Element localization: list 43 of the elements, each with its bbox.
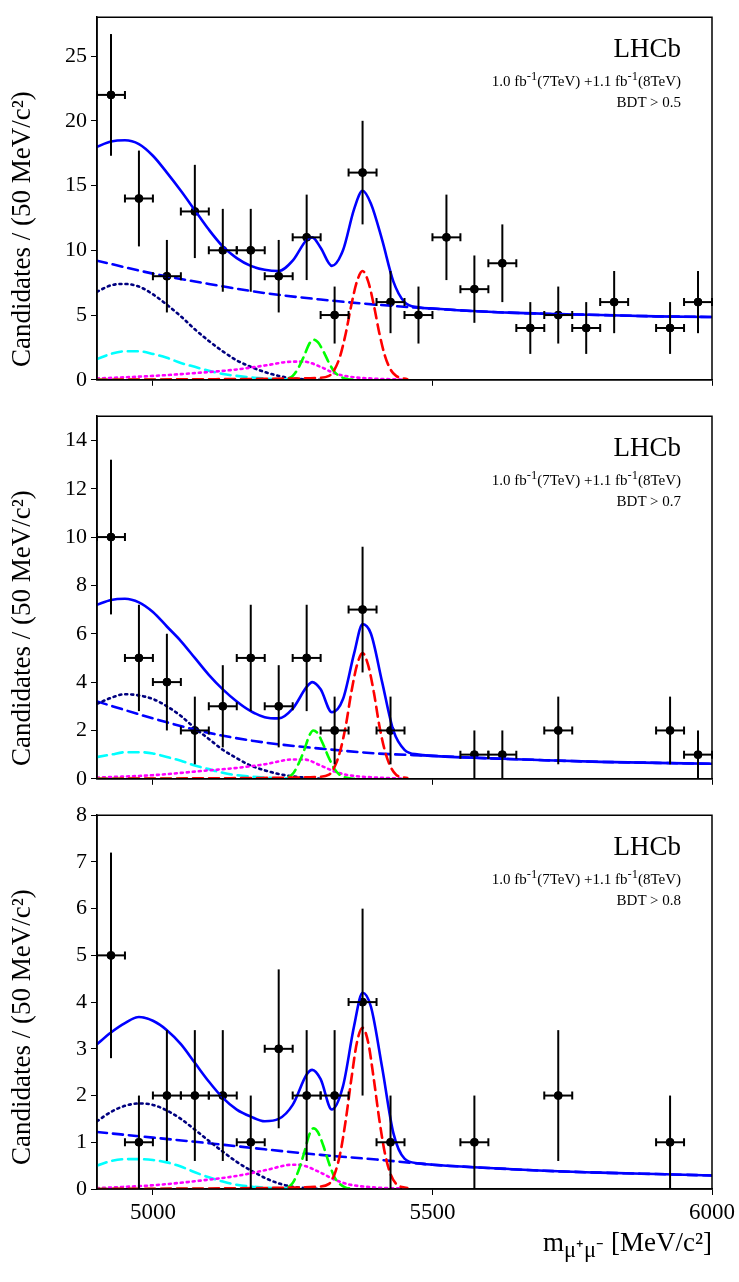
x-axis-title: m$_{μ⁺μ⁻}$ [MeV/c²] <box>543 1227 712 1265</box>
y-tick-label: 2 <box>76 1081 87 1107</box>
x-tick-label: 5500 <box>409 1198 456 1224</box>
line-series <box>97 651 409 779</box>
y-tick-label: 2 <box>76 716 87 742</box>
line-series <box>97 282 322 380</box>
y-tick-label: 6 <box>76 894 87 920</box>
line-series <box>97 692 322 779</box>
y-tick-label: 3 <box>76 1034 87 1060</box>
annotation: 1.0 fb$^{-1}$(7TeV) +1.1 fb$^{-1}$(8TeV) <box>491 68 681 92</box>
y-axis-title: Candidates / (50 MeV/c²) <box>6 490 37 767</box>
y-tick-label: 7 <box>76 847 87 873</box>
y-tick-label: 8 <box>76 800 87 826</box>
x-tick-label: 6000 <box>689 1198 735 1224</box>
y-tick-label: 15 <box>65 171 87 197</box>
y-tick-label: 12 <box>65 474 87 500</box>
annotation: BDT > 0.7 <box>615 491 681 511</box>
y-tick-label: 4 <box>76 667 87 693</box>
y-axis-title: Candidates / (50 MeV/c²) <box>6 91 37 368</box>
line-series <box>97 269 409 380</box>
y-axis-title: Candidates / (50 MeV/c²) <box>6 889 37 1166</box>
annotation: LHCb <box>612 32 681 65</box>
y-tick-label: 5 <box>76 300 87 326</box>
y-tick-label: 14 <box>65 426 87 452</box>
y-tick-label: 20 <box>65 106 87 132</box>
annotation: BDT > 0.8 <box>615 890 681 910</box>
annotation: LHCb <box>612 431 681 464</box>
y-tick-label: 0 <box>76 1174 87 1200</box>
y-tick-label: 10 <box>65 236 87 262</box>
annotation: BDT > 0.5 <box>615 92 681 112</box>
x-tick-label: 5000 <box>129 1198 176 1224</box>
y-tick-label: 0 <box>76 365 87 391</box>
y-tick-label: 5 <box>76 941 87 967</box>
y-tick-label: 0 <box>76 764 87 790</box>
y-tick-label: 8 <box>76 571 87 597</box>
y-tick-label: 6 <box>76 619 87 645</box>
annotation: 1.0 fb$^{-1}$(7TeV) +1.1 fb$^{-1}$(8TeV) <box>491 467 681 491</box>
annotation: LHCb <box>612 830 681 863</box>
y-tick-label: 10 <box>65 522 87 548</box>
y-tick-label: 4 <box>76 987 87 1013</box>
annotation: 1.0 fb$^{-1}$(7TeV) +1.1 fb$^{-1}$(8TeV) <box>491 866 681 890</box>
y-tick-label: 25 <box>65 41 87 67</box>
y-tick-label: 1 <box>76 1128 87 1154</box>
